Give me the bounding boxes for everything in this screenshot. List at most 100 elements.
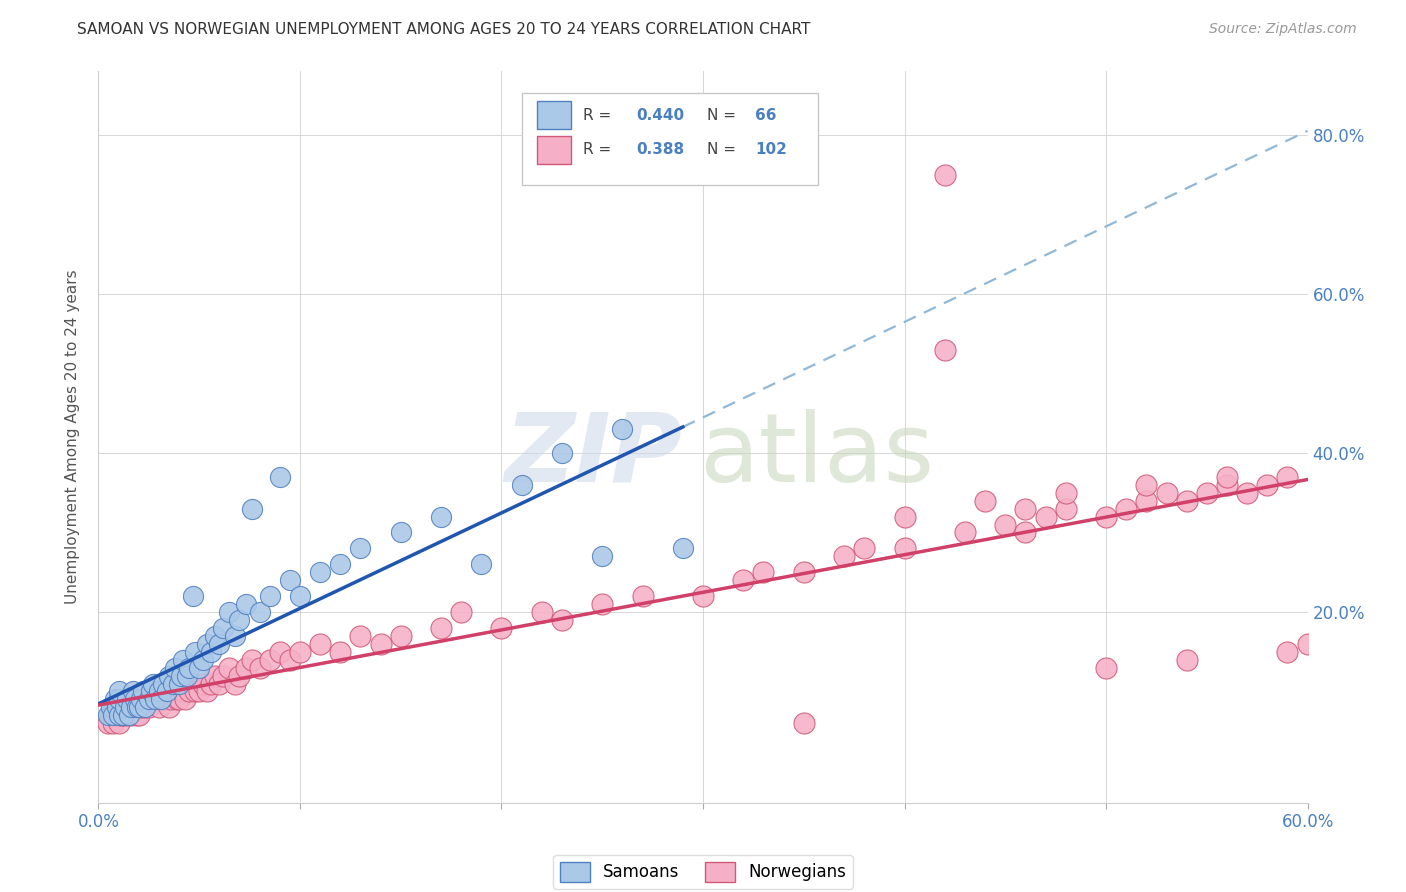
Point [115, 708, 138, 723]
Point [269, 470, 291, 484]
Point [1195, 485, 1218, 500]
FancyBboxPatch shape [522, 94, 818, 185]
Point [329, 645, 352, 659]
Point [138, 692, 160, 706]
Point [166, 692, 188, 706]
Point [1135, 493, 1157, 508]
Point [551, 613, 574, 627]
Point [832, 549, 855, 564]
Point [1014, 525, 1036, 540]
Point [188, 660, 211, 674]
Point [179, 684, 201, 698]
Point [733, 573, 755, 587]
Point [172, 653, 194, 667]
Point [149, 692, 172, 706]
Point [491, 621, 513, 635]
Point [152, 676, 174, 690]
Point [591, 549, 613, 564]
Point [143, 692, 166, 706]
Point [107, 692, 129, 706]
Point [124, 692, 146, 706]
Point [170, 668, 193, 682]
Point [114, 700, 136, 714]
Point [510, 477, 533, 491]
Point [672, 541, 695, 556]
Y-axis label: Unemployment Among Ages 20 to 24 years: Unemployment Among Ages 20 to 24 years [65, 269, 80, 605]
Point [470, 558, 492, 572]
Point [143, 684, 166, 698]
Point [1236, 485, 1258, 500]
Point [152, 684, 174, 698]
Point [692, 589, 714, 603]
Text: ZIP: ZIP [505, 409, 682, 502]
Point [1256, 477, 1278, 491]
Point [208, 637, 231, 651]
Point [218, 605, 240, 619]
Point [156, 684, 179, 698]
Point [212, 668, 235, 682]
Point [551, 446, 574, 460]
Point [1095, 660, 1118, 674]
Point [1277, 470, 1299, 484]
Point [1216, 470, 1239, 484]
Point [125, 700, 148, 714]
Point [142, 676, 165, 690]
Point [188, 684, 211, 698]
Point [349, 541, 371, 556]
Point [111, 708, 134, 723]
Point [974, 493, 997, 508]
Point [120, 708, 142, 723]
Point [994, 517, 1017, 532]
Point [110, 708, 132, 723]
Point [193, 676, 215, 690]
Point [129, 692, 152, 706]
Point [893, 541, 915, 556]
Point [138, 700, 160, 714]
Point [228, 668, 250, 682]
Point [142, 692, 165, 706]
Point [259, 589, 281, 603]
Point [156, 684, 179, 698]
Point [853, 541, 876, 556]
Point [1135, 477, 1157, 491]
Point [793, 566, 815, 580]
Point [118, 700, 141, 714]
Point [278, 653, 301, 667]
Point [193, 653, 215, 667]
Point [1054, 501, 1077, 516]
Point [212, 621, 235, 635]
Point [1175, 493, 1198, 508]
Text: Source: ZipAtlas.com: Source: ZipAtlas.com [1209, 22, 1357, 37]
Point [612, 422, 634, 436]
Point [139, 684, 162, 698]
Point [167, 692, 190, 706]
Point [370, 637, 392, 651]
Point [174, 692, 197, 706]
Point [224, 629, 246, 643]
Point [176, 668, 198, 682]
Text: 0.388: 0.388 [637, 142, 685, 157]
Text: 102: 102 [755, 142, 787, 157]
Point [157, 668, 180, 682]
Point [128, 708, 150, 723]
Point [530, 605, 553, 619]
Text: R =: R = [583, 108, 616, 123]
Point [249, 660, 271, 674]
Point [163, 684, 186, 698]
Point [153, 692, 176, 706]
Point [208, 676, 231, 690]
Point [167, 676, 190, 690]
Point [591, 597, 613, 611]
Point [103, 700, 125, 714]
Point [97, 708, 120, 723]
Point [162, 676, 184, 690]
Point [1277, 645, 1299, 659]
Point [278, 573, 301, 587]
Point [118, 708, 141, 723]
Point [184, 684, 207, 698]
Point [934, 168, 956, 182]
Point [329, 558, 352, 572]
Point [121, 700, 143, 714]
Point [107, 716, 129, 731]
Point [121, 684, 143, 698]
